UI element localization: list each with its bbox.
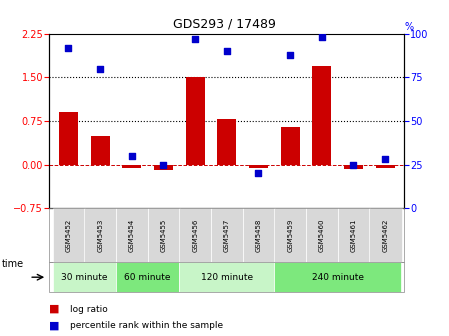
Point (191, 36, 198, 42)
Bar (376, 165, 395, 168)
Text: time: time (2, 259, 24, 269)
Text: GSM5460: GSM5460 (319, 218, 325, 252)
Text: GSM5452: GSM5452 (66, 219, 72, 252)
Point (223, 48, 230, 54)
Text: 60 minute: 60 minute (124, 273, 171, 282)
Text: ■: ■ (49, 321, 60, 331)
Bar (344, 165, 363, 169)
Bar (154, 165, 173, 170)
Point (65, 45, 72, 50)
Point (97, 66, 104, 71)
Point (318, 34, 326, 40)
Text: ■: ■ (49, 304, 60, 314)
Bar (249, 165, 268, 168)
Text: GSM5458: GSM5458 (255, 218, 262, 252)
Text: GSM5457: GSM5457 (224, 218, 230, 252)
Bar (281, 127, 299, 165)
Text: 240 minute: 240 minute (312, 273, 364, 282)
Text: log ratio: log ratio (70, 305, 107, 313)
Point (350, 162, 357, 167)
Text: 30 minute: 30 minute (61, 273, 107, 282)
Text: GSM5455: GSM5455 (161, 219, 167, 252)
Bar (122, 165, 141, 168)
Point (160, 162, 167, 167)
Bar (185, 77, 205, 165)
Point (128, 153, 135, 159)
Text: GSM5462: GSM5462 (383, 218, 388, 252)
Bar (91, 135, 110, 165)
Text: GSM5459: GSM5459 (287, 218, 293, 252)
Text: GSM5461: GSM5461 (351, 218, 357, 252)
Point (286, 52, 294, 57)
Bar (312, 66, 331, 165)
Text: GSM5456: GSM5456 (192, 218, 198, 252)
Text: GDS293 / 17489: GDS293 / 17489 (173, 17, 276, 30)
Text: GSM5454: GSM5454 (129, 219, 135, 252)
Text: %: % (404, 22, 413, 32)
Bar (217, 119, 236, 165)
Bar (59, 112, 78, 165)
Point (255, 171, 262, 176)
Point (382, 157, 389, 162)
Text: GSM5453: GSM5453 (97, 218, 103, 252)
Text: percentile rank within the sample: percentile rank within the sample (70, 322, 223, 330)
Text: 120 minute: 120 minute (201, 273, 253, 282)
